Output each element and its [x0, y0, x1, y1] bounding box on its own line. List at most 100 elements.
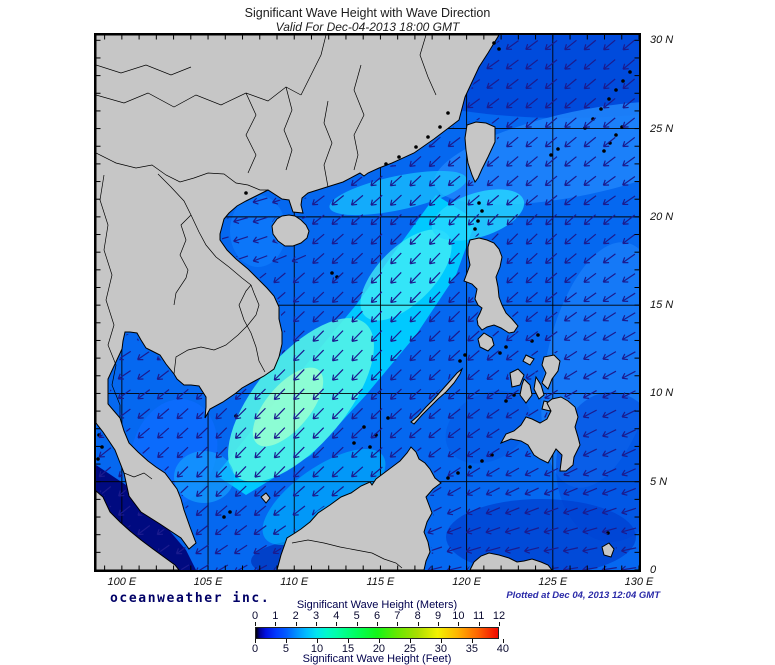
wave-direction-arrow [311, 60, 326, 70]
wave-direction-arrow [214, 99, 229, 108]
wave-direction-arrow [583, 292, 597, 303]
wave-direction-arrow [370, 233, 383, 245]
wave-direction-arrow [409, 136, 422, 148]
wave-direction-arrow [582, 390, 597, 399]
china-province-3 [96, 64, 192, 76]
wave-direction-arrow [311, 565, 326, 570]
wave-direction-arrow [214, 524, 228, 536]
wave-direction-arrow [564, 97, 577, 109]
wave-direction-arrow [351, 310, 363, 323]
wave-direction-arrow [117, 408, 131, 419]
wave-direction-arrow [505, 59, 519, 70]
wave-direction-arrow [427, 546, 443, 554]
wave-direction-arrow [331, 156, 345, 167]
wave-direction-arrow [272, 118, 287, 128]
wave-direction-arrow [370, 194, 383, 206]
wave-direction-arrow [117, 525, 131, 536]
wave-direction-arrow [427, 566, 443, 570]
wave-direction-arrow [136, 292, 151, 302]
wave-direction-arrow [214, 138, 229, 147]
wave-direction-arrow [486, 156, 500, 167]
wave-direction-arrow [156, 544, 170, 555]
wave-direction-arrow [583, 214, 597, 226]
wave-direction-arrow [564, 136, 577, 148]
wave-direction-arrow [427, 486, 442, 496]
wave-direction-arrow [292, 525, 306, 535]
wave-direction-arrow [409, 408, 422, 420]
wave-direction-arrow [390, 330, 402, 342]
wave-direction-arrow [564, 117, 577, 129]
wave-direction-arrow [409, 349, 422, 362]
wave-direction-arrow [195, 505, 209, 517]
wave-direction-arrow [524, 409, 539, 419]
wave-direction-arrow [370, 156, 383, 167]
wave-direction-arrow [563, 409, 578, 419]
islet [504, 399, 508, 403]
wave-direction-arrow [370, 214, 383, 226]
wave-direction-arrow [253, 544, 267, 555]
islet [426, 135, 430, 139]
wave-direction-arrow [428, 427, 442, 439]
wave-direction-arrow [370, 388, 383, 401]
wave-direction-arrow [602, 272, 616, 283]
wave-direction-arrow [293, 349, 305, 362]
wave-direction-arrow [448, 252, 460, 265]
wave-direction-arrow [466, 428, 481, 438]
legend-tick [502, 639, 504, 643]
wave-direction-arrow [233, 80, 248, 89]
wave-direction-arrow [97, 60, 113, 70]
wave-direction-arrow [564, 175, 577, 187]
land-negros [519, 378, 533, 404]
china-province-7 [323, 100, 333, 188]
wave-direction-arrow [602, 312, 617, 322]
islet [362, 425, 366, 429]
islet [621, 79, 625, 83]
wave-direction-arrow [447, 447, 461, 458]
wave-direction-arrow [135, 216, 152, 224]
wave-direction-arrow [564, 214, 577, 226]
wave-direction-arrow [175, 80, 190, 89]
wave-direction-arrow [215, 446, 228, 459]
wave-direction-arrow [157, 485, 170, 497]
wave-direction-arrow [292, 272, 306, 284]
wave-direction-arrow [427, 506, 442, 516]
islet [458, 359, 462, 363]
wave-direction-arrow [312, 272, 325, 284]
wave-direction-arrow [175, 292, 190, 303]
wave-direction-arrow [214, 311, 228, 322]
legend-meters-value: 8 [414, 610, 421, 622]
wave-direction-arrow [234, 485, 247, 497]
wave-direction-arrow [312, 485, 325, 497]
wave-direction-arrow [351, 214, 364, 226]
wave-direction-arrow [621, 448, 636, 458]
wave-direction-arrow [563, 350, 578, 361]
lon-label-130e: 130 E [624, 576, 654, 588]
wave-direction-arrow [505, 369, 519, 380]
wave-direction-arrow [389, 408, 402, 420]
wave-direction-arrow [118, 466, 131, 478]
map-valid-time: Valid For Dec-04-2013 18:00 GMT [275, 20, 460, 34]
wave-direction-arrow [117, 312, 132, 322]
wave-direction-arrow [253, 505, 267, 516]
wave-direction-arrow [467, 330, 480, 342]
wave-direction-arrow [331, 233, 344, 245]
wave-direction-arrow [486, 40, 500, 50]
wave-direction-arrow [136, 119, 151, 128]
wave-direction-arrow [215, 485, 228, 497]
wave-direction-arrow [467, 156, 480, 167]
wave-direction-arrow [156, 564, 170, 570]
wave-direction-arrow [254, 388, 266, 401]
wave-direction-arrow [582, 409, 597, 419]
wave-direction-arrow [504, 507, 520, 516]
pacific-light-streak [434, 101, 639, 205]
wave-direction-arrow [563, 428, 578, 438]
wave-direction-arrow [467, 389, 480, 400]
wave-direction-arrow [544, 428, 559, 438]
wave-direction-arrow [272, 216, 287, 225]
wave-direction-arrow [273, 311, 286, 323]
wave-direction-arrow [525, 59, 539, 70]
wave-direction-arrow [543, 467, 559, 477]
wave-direction-arrow [330, 40, 345, 50]
wave-direction-arrow [137, 408, 151, 419]
